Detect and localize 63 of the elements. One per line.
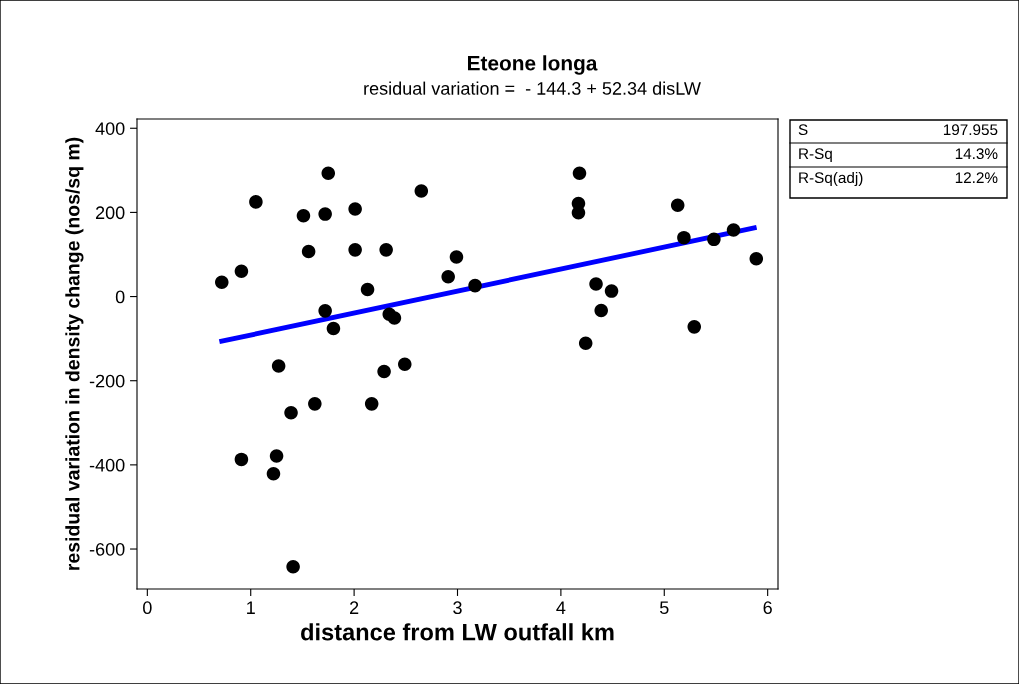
point: [379, 243, 393, 257]
x-tick-label: 4: [556, 601, 566, 614]
chart-title: Eteone longa: [468, 55, 598, 75]
point: [296, 209, 311, 223]
point: [441, 270, 455, 284]
point: [594, 303, 608, 318]
text: 14.3%: [955, 148, 998, 160]
point: [377, 364, 391, 379]
point: [398, 357, 412, 372]
text: 197.955: [943, 124, 998, 136]
point: [387, 311, 402, 325]
point: [677, 230, 691, 245]
y-tick-label: 200: [95, 206, 125, 220]
point: [234, 452, 249, 467]
point: [572, 166, 587, 181]
point: [364, 397, 379, 411]
point: [234, 264, 249, 279]
point: [360, 282, 375, 297]
point: [449, 250, 464, 264]
x-tick-label: 3: [453, 601, 462, 615]
point: [749, 251, 764, 266]
chart-subtitle: residual variation = - 144.3 + 52.34 disLW: [364, 81, 701, 95]
y-tick-label: -400: [89, 458, 125, 472]
point: [215, 275, 229, 290]
point: [726, 223, 741, 237]
point: [249, 195, 263, 209]
x-tick-label: 1: [247, 601, 255, 614]
point: [707, 232, 721, 247]
point: [578, 336, 593, 351]
point: [271, 359, 286, 373]
y-tick-label: 0: [115, 290, 125, 304]
point: [284, 405, 298, 420]
y-tick-label: -200: [89, 374, 125, 388]
y-axis-title: residual variation in density change (nos/sq m): [65, 137, 84, 570]
point: [266, 466, 281, 481]
x-axis-title: distance from LW outfall km: [301, 623, 614, 641]
point: [670, 198, 685, 213]
x-tick-label: 2: [350, 601, 359, 614]
point: [604, 284, 619, 298]
x-tick-label: 0: [143, 601, 152, 615]
point: [301, 244, 316, 259]
point: [269, 449, 284, 463]
point: [286, 559, 300, 574]
point: [321, 166, 336, 181]
point: [326, 321, 341, 336]
y-tick-label: -600: [89, 542, 125, 556]
point: [571, 206, 586, 220]
point: [468, 278, 482, 293]
point: [589, 277, 603, 291]
x-tick-label: 5: [659, 601, 669, 615]
text: S: [798, 124, 808, 136]
point: [348, 202, 362, 216]
point: [687, 320, 702, 334]
x-tick-label: 6: [763, 601, 772, 615]
point: [348, 243, 362, 257]
point: [308, 397, 322, 411]
y-tick-label: 400: [95, 122, 125, 135]
text: R-Sq(adj): [799, 171, 863, 187]
point: [318, 207, 332, 221]
text: R-Sq: [799, 148, 832, 163]
point: [318, 304, 332, 318]
text: 12.2%: [955, 172, 998, 184]
point: [414, 184, 429, 198]
